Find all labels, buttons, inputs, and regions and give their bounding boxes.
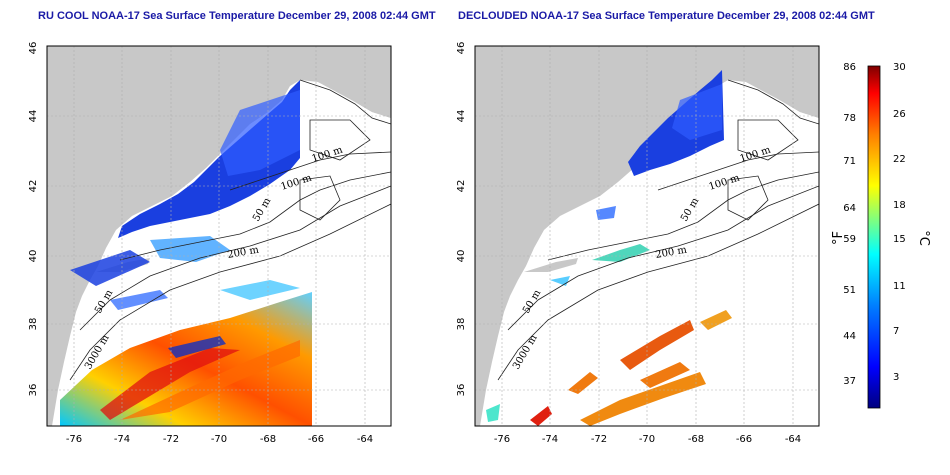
- nova-scotia-land: [746, 50, 819, 118]
- x-tick-label: -74: [114, 434, 130, 445]
- contour-label: 50 m: [521, 288, 543, 316]
- left-map-title: RU COOL NOAA-17 Sea Surface Temperature …: [38, 10, 436, 22]
- right-map-title: DECLOUDED NOAA-17 Sea Surface Temperatur…: [458, 10, 875, 22]
- c-tick-label: 15: [893, 234, 906, 245]
- c-tick-label: 22: [893, 154, 906, 165]
- colorbar-scale: [867, 65, 881, 409]
- f-tick-label: 37: [843, 376, 856, 387]
- f-tick-label: 86: [843, 62, 856, 73]
- right-grid: [475, 46, 819, 426]
- x-tick-label: -70: [639, 434, 655, 445]
- x-tick-label: -76: [66, 434, 82, 445]
- contour-label: 50 m: [679, 196, 701, 224]
- celsius-ticks: 30 26 22 18 15 11 7 3: [893, 62, 906, 383]
- c-tick-label: 3: [893, 372, 899, 383]
- contour-label: 3000 m: [511, 333, 540, 372]
- left-x-ticks: -76 -74 -72 -70 -68 -66 -64: [66, 434, 373, 445]
- y-tick-label: 42: [28, 180, 39, 193]
- contour-label: 100 m: [708, 172, 742, 192]
- c-tick-label: 18: [893, 200, 906, 211]
- y-tick-label: 44: [28, 110, 39, 123]
- x-tick-label: -68: [688, 434, 704, 445]
- x-tick-label: -70: [211, 434, 227, 445]
- contour-label: 100 m: [739, 144, 773, 164]
- fahrenheit-axis-label: °F: [831, 231, 846, 245]
- contour-label: 50 m: [251, 196, 273, 224]
- contour-label: 100 m: [311, 144, 345, 164]
- right-y-ticks: 36 38 40 42 44 46: [456, 42, 467, 397]
- contour-label: 100 m: [280, 172, 314, 192]
- f-tick-label: 71: [843, 156, 856, 167]
- f-tick-label: 51: [843, 285, 856, 296]
- land-mass: [47, 46, 391, 426]
- x-tick-label: -72: [591, 434, 607, 445]
- c-tick-label: 30: [893, 62, 906, 73]
- x-tick-label: -66: [736, 434, 752, 445]
- x-tick-label: -74: [542, 434, 558, 445]
- warm-water-patches: [530, 310, 732, 426]
- y-tick-label: 36: [456, 384, 467, 397]
- c-tick-label: 26: [893, 109, 906, 120]
- y-tick-label: 46: [456, 42, 467, 55]
- y-tick-label: 38: [28, 318, 39, 331]
- long-island: [524, 258, 578, 272]
- x-tick-label: -68: [260, 434, 276, 445]
- contour-label: 200 m: [227, 245, 261, 261]
- x-tick-label: -76: [494, 434, 510, 445]
- temperature-colorbar: 86 78 71 64 59 51 44 37 30 26 22 18 15 1…: [831, 62, 931, 409]
- right-x-ticks: -76 -74 -72 -70 -68 -66 -64: [494, 434, 801, 445]
- c-tick-label: 7: [893, 326, 899, 337]
- land-mass: [475, 46, 819, 426]
- f-tick-label: 78: [843, 113, 856, 124]
- left-grid: [47, 46, 391, 426]
- x-tick-label: -64: [357, 434, 373, 445]
- x-tick-label: -72: [163, 434, 179, 445]
- left-map-frame: [46, 45, 392, 427]
- f-tick-label: 44: [843, 331, 856, 342]
- y-tick-label: 38: [456, 318, 467, 331]
- right-map-frame: [474, 45, 820, 427]
- y-tick-label: 36: [28, 384, 39, 397]
- f-tick-label: 59: [843, 234, 856, 245]
- right-map-panel: 100 m 100 m 50 m 200 m 50 m 3000 m -76 -…: [456, 42, 820, 445]
- left-y-ticks: 36 38 40 42 44 46: [28, 42, 39, 397]
- f-tick-label: 64: [843, 203, 856, 214]
- x-tick-label: -64: [785, 434, 801, 445]
- y-tick-label: 40: [456, 250, 467, 263]
- bathymetry-contours: [497, 79, 819, 381]
- celsius-axis-label: °C: [916, 230, 931, 246]
- x-tick-label: -66: [308, 434, 324, 445]
- y-tick-label: 42: [456, 180, 467, 193]
- bathymetry-contours: [69, 79, 391, 381]
- left-map-panel: 100 m 100 m 50 m 200 m 50 m 3000 m -76 -…: [28, 42, 392, 445]
- y-tick-label: 46: [28, 42, 39, 55]
- y-tick-label: 44: [456, 110, 467, 123]
- fahrenheit-ticks: 86 78 71 64 59 51 44 37: [843, 62, 856, 387]
- c-tick-label: 11: [893, 281, 906, 292]
- y-tick-label: 40: [28, 250, 39, 263]
- nova-scotia-land: [318, 50, 391, 118]
- contour-label: 200 m: [655, 245, 689, 261]
